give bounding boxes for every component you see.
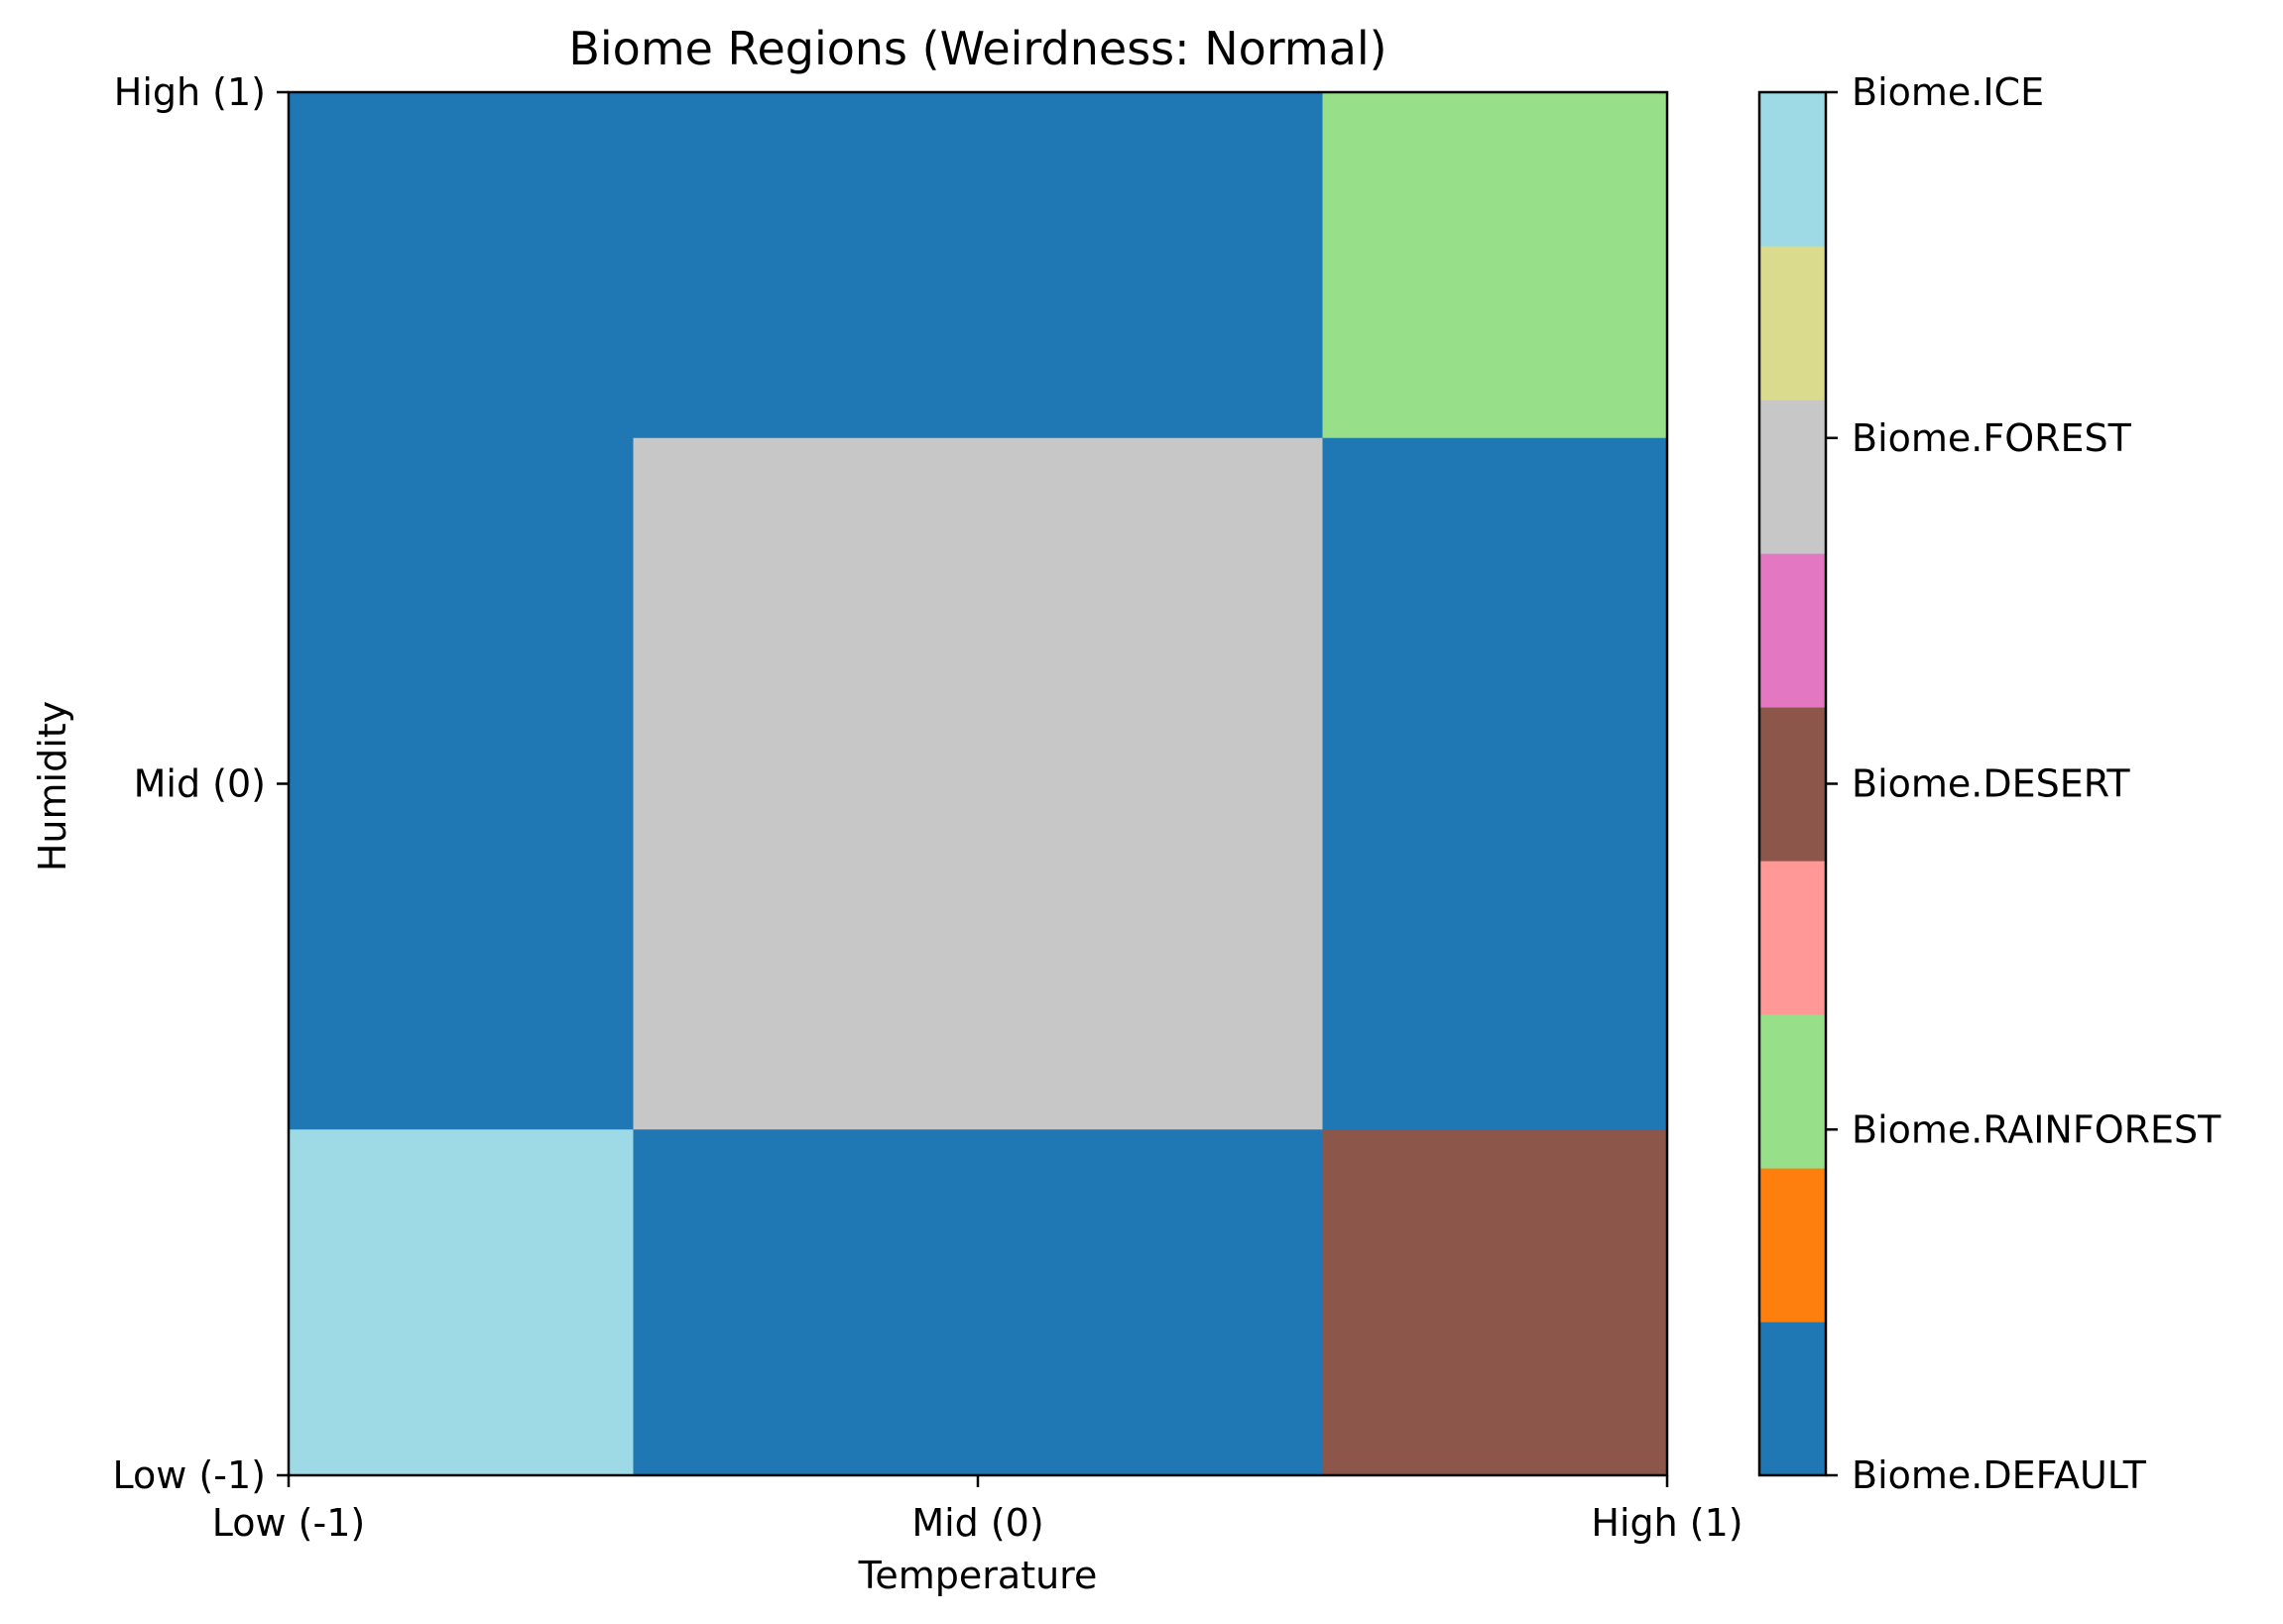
colorbar-segment <box>1759 1014 1826 1169</box>
colorbar-segment <box>1759 1168 1826 1323</box>
chart-title: Biome Regions (Weirdness: Normal) <box>568 22 1386 75</box>
heatmap-cell-desert <box>1322 1129 1668 1476</box>
x-tick-label: Low (-1) <box>212 1501 365 1545</box>
colorbar-tick-label: Biome.RAINFOREST <box>1852 1107 2222 1151</box>
y-tick-label: Mid (0) <box>134 762 266 806</box>
heatmap-cell-default <box>289 437 635 1130</box>
colorbar-segment <box>1759 400 1826 554</box>
colorbar-segment <box>1759 1322 1826 1476</box>
heatmap-cell-default <box>633 92 1324 439</box>
heatmap-cells <box>289 92 1668 1476</box>
heatmap-cell-rainforest <box>1322 92 1668 439</box>
colorbar-segment <box>1759 92 1826 247</box>
x-tick-label: High (1) <box>1591 1501 1742 1545</box>
heatmap-cell-ice <box>289 1129 635 1476</box>
x-tick-label: Mid (0) <box>911 1501 1043 1545</box>
colorbar-segment <box>1759 861 1826 1015</box>
y-tick-label: Low (-1) <box>113 1453 266 1497</box>
x-axis-label: Temperature <box>858 1554 1098 1597</box>
colorbar: Biome.DEFAULT Biome.RAINFOREST Biome.DESER… <box>1757 70 2222 1497</box>
y-axis-label: Humidity <box>31 701 74 871</box>
colorbar-tick-label: Biome.DESERT <box>1852 762 2130 806</box>
colorbar-tick-label: Biome.FOREST <box>1852 416 2132 460</box>
colorbar-segment <box>1759 707 1826 862</box>
y-axis: Low (-1) Mid (0) High (1) <box>113 70 289 1497</box>
colorbar-segment <box>1759 553 1826 708</box>
colorbar-tick-label: Biome.ICE <box>1852 70 2044 114</box>
y-tick-label: High (1) <box>114 70 266 114</box>
colorbar-segment <box>1759 246 1826 401</box>
heatmap-cell-default <box>1322 437 1668 1130</box>
heatmap-cell-default <box>633 1129 1324 1476</box>
heatmap-cell-forest <box>633 437 1324 1130</box>
x-axis: Low (-1) Mid (0) High (1) <box>212 1475 1743 1545</box>
heatmap-cell-default <box>289 92 635 439</box>
colorbar-tick-label: Biome.DEFAULT <box>1852 1453 2147 1497</box>
